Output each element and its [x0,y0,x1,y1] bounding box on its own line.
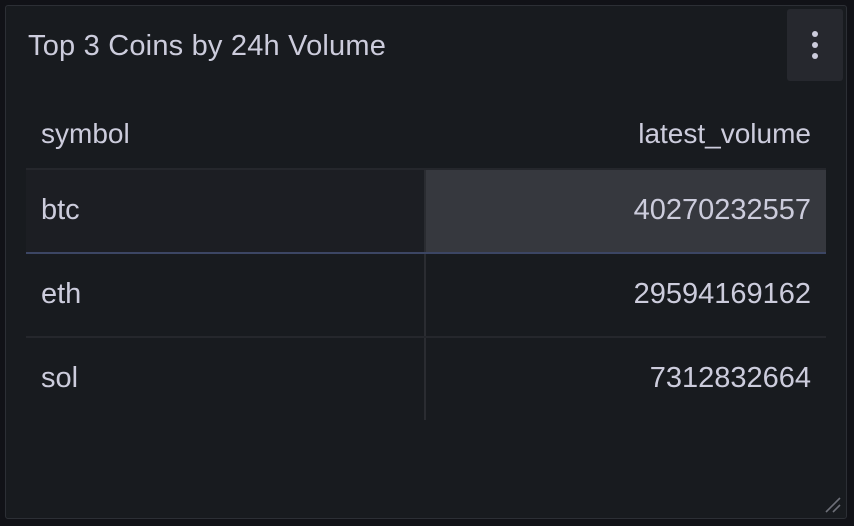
cell-text: btc [41,194,80,226]
column-header-latest-volume[interactable]: latest_volume [638,118,811,149]
table-header: symbol latest_volume [26,86,826,170]
data-table: symbol latest_volume btc 40270232557 eth… [26,86,826,420]
cell-text: eth [41,278,82,310]
table-row[interactable]: sol 7312832664 [26,338,826,420]
cell-text: 40270232557 [633,194,811,226]
panel-title: Top 3 Coins by 24h Volume [28,30,387,62]
table-cell-symbol: eth [26,254,426,336]
table-panel: Top 3 Coins by 24h Volume symbol latest_… [5,5,847,519]
table-cell-symbol: btc [26,170,426,252]
table-cell-latest-volume: 40270232557 [426,170,826,252]
table-row[interactable]: eth 29594169162 [26,254,826,338]
column-header-symbol[interactable]: symbol [41,118,130,149]
cell-text: 7312832664 [649,362,811,394]
table-cell-latest-volume: 29594169162 [426,254,826,336]
panel-menu-button[interactable] [787,9,843,81]
vertical-ellipsis-icon [812,31,818,59]
table-cell-symbol: sol [26,338,426,420]
resize-handle-icon[interactable] [820,492,842,514]
table-cell-latest-volume: 7312832664 [426,338,826,420]
cell-text: 29594169162 [633,278,811,310]
table-row[interactable]: btc 40270232557 [26,170,826,254]
cell-text: sol [41,362,79,394]
